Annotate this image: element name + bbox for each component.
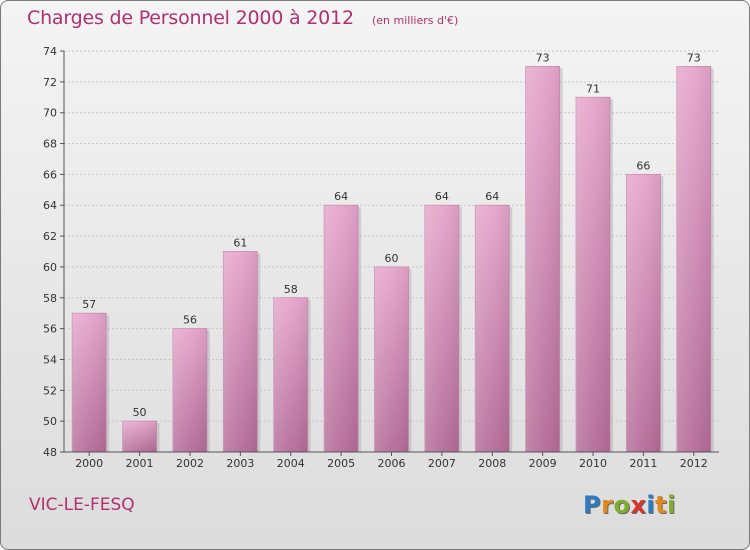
proxiti-logo[interactable]: Proxiti	[583, 491, 676, 519]
bar-shine-2011	[626, 174, 661, 452]
chart-subtitle: (en milliers d'€)	[372, 14, 459, 27]
x-tick-label-2004: 2004	[277, 457, 305, 470]
x-tick-label-2001: 2001	[126, 457, 154, 470]
axes: 48 50 52 54 56 58 60 62 64 66 68 70 72 74 2000 2001 2002…	[43, 45, 719, 470]
x-tick-label-2007: 2007	[428, 457, 456, 470]
bar-shine-2006	[374, 266, 409, 452]
y-tick-label-66: 66	[43, 168, 57, 181]
y-tick-label-62: 62	[43, 230, 57, 243]
data-label-2002: 56	[183, 314, 197, 327]
bar-shine-2002	[172, 328, 207, 452]
y-tick-label-50: 50	[43, 415, 57, 428]
x-tick-label-2012: 2012	[680, 457, 708, 470]
logo-letter: r	[601, 491, 614, 519]
logo-letter: o	[613, 491, 631, 519]
data-label-2009: 73	[536, 51, 550, 64]
logo-letter: x	[630, 491, 647, 519]
x-tick-label-2005: 2005	[327, 457, 355, 470]
logo-letter: P	[583, 491, 602, 519]
bar-shine-2000	[72, 313, 107, 452]
y-tick-label-72: 72	[43, 76, 57, 89]
y-tick-label-58: 58	[43, 292, 57, 305]
x-tick-label-2003: 2003	[226, 457, 254, 470]
y-tick-label-52: 52	[43, 384, 57, 397]
bar-shine-2004	[273, 297, 308, 452]
bars: 57 50 56 61 58 64 60 64 64 73 71 66 73	[71, 51, 714, 453]
data-label-2010: 71	[586, 82, 600, 95]
y-tick-label-60: 60	[43, 261, 57, 274]
x-tick-label-2008: 2008	[478, 457, 506, 470]
x-tick-label-2006: 2006	[378, 457, 406, 470]
y-tick-label-54: 54	[43, 353, 57, 366]
x-tick-label-2002: 2002	[176, 457, 204, 470]
y-tick-label-68: 68	[43, 138, 57, 151]
bar-shine-2009	[525, 66, 560, 452]
x-tick-label-2010: 2010	[579, 457, 607, 470]
bar-shine-2003	[223, 251, 258, 452]
bar-shine-2010	[576, 97, 611, 453]
data-label-2001: 50	[133, 406, 147, 419]
x-tick-label-2011: 2011	[629, 457, 657, 470]
y-tick-label-74: 74	[43, 45, 57, 58]
data-label-2005: 64	[334, 190, 348, 203]
bar-shine-2005	[324, 205, 359, 452]
data-label-2006: 60	[385, 252, 399, 265]
x-tick-label-2000: 2000	[75, 457, 103, 470]
bar-shine-2008	[475, 205, 510, 452]
bar-shine-2007	[424, 205, 459, 452]
y-tick-label-48: 48	[43, 446, 57, 459]
x-tick-label-2009: 2009	[529, 457, 557, 470]
commune-name: VIC-LE-FESQ	[29, 495, 135, 515]
y-tick-label-64: 64	[43, 199, 57, 212]
data-label-2003: 61	[233, 237, 247, 250]
data-label-2007: 64	[435, 190, 449, 203]
bar-shine-2012	[676, 66, 711, 452]
chart-title: Charges de Personnel 2000 à 2012	[27, 7, 354, 29]
data-label-2000: 57	[82, 298, 96, 311]
data-label-2004: 58	[284, 283, 298, 296]
logo-letter: t	[655, 491, 668, 519]
data-label-2012: 73	[687, 51, 701, 64]
bar-shine-2001	[122, 421, 157, 452]
logo-letter: i	[667, 491, 676, 519]
y-tick-label-70: 70	[43, 107, 57, 120]
data-label-2011: 66	[636, 159, 650, 172]
y-tick-label-56: 56	[43, 323, 57, 336]
logo-letter: i	[646, 491, 656, 519]
data-label-2008: 64	[485, 190, 499, 203]
